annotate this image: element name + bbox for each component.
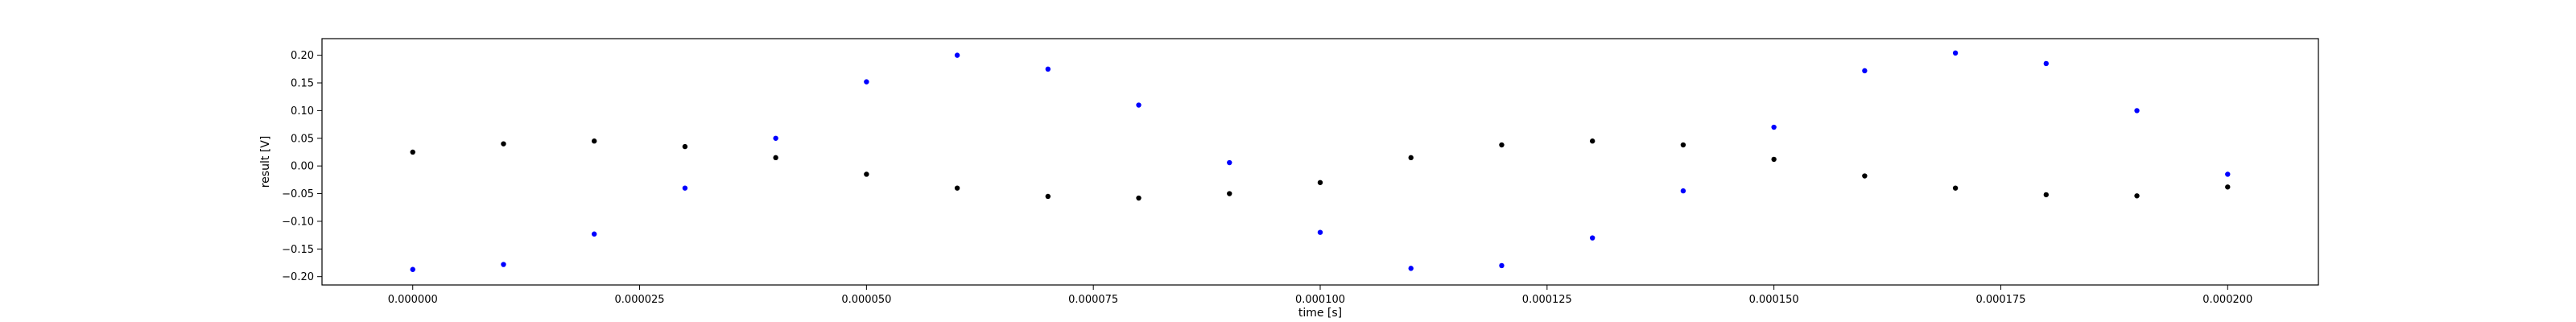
series-layer (410, 50, 2231, 272)
data-point (1045, 66, 1051, 72)
y-tick-label: −0.10 (282, 216, 314, 228)
data-point (2134, 193, 2140, 199)
y-tick-label: −0.20 (282, 271, 314, 283)
series-2 (410, 138, 2231, 201)
y-tick-label: −0.15 (282, 244, 314, 256)
data-point (954, 185, 960, 191)
data-point (410, 266, 415, 272)
data-point (591, 138, 597, 144)
data-point (2134, 108, 2140, 114)
data-point (1952, 50, 1959, 56)
x-tick-label: 0.000150 (1749, 294, 1799, 306)
data-point (1227, 159, 1232, 166)
data-point (2043, 192, 2050, 198)
y-tick-label: 0.15 (291, 78, 314, 90)
data-point (1862, 173, 1868, 179)
data-point (1862, 68, 1868, 74)
data-point (864, 171, 869, 177)
x-tick-label: 0.000175 (1975, 294, 2025, 306)
data-point (864, 79, 869, 85)
y-axis: −0.20 −0.15 −0.10 −0.05 0.00 0.05 0.10 0.15 0.20 (282, 50, 322, 283)
data-point (1771, 156, 1777, 163)
x-tick-label: 0.000050 (841, 294, 891, 306)
data-point (1499, 262, 1505, 269)
data-point (1227, 191, 1232, 196)
data-point (1499, 142, 1505, 148)
y-tick-label: 0.00 (291, 161, 314, 173)
y-tick-label: −0.05 (282, 188, 314, 200)
data-point (2225, 171, 2231, 177)
data-point (1589, 235, 1596, 241)
y-axis-label: result [V] (259, 136, 272, 188)
x-axis: 0.000000 0.000025 0.000050 0.000075 0.000100… (388, 285, 2252, 306)
data-point (1136, 102, 1141, 108)
data-point (682, 185, 688, 191)
data-point (954, 52, 960, 58)
data-point (773, 155, 778, 161)
data-point (591, 231, 597, 237)
data-point (1317, 229, 1323, 235)
data-point (1680, 142, 1686, 148)
data-point (1136, 195, 1141, 201)
data-point (410, 149, 415, 155)
data-point (1771, 124, 1777, 130)
data-point (1045, 193, 1051, 200)
data-point (2043, 60, 2050, 67)
data-point (1317, 180, 1323, 185)
y-tick-label: 0.10 (291, 105, 314, 118)
x-tick-label: 0.000025 (615, 294, 665, 306)
y-tick-label: 0.05 (291, 133, 314, 145)
data-point (1408, 266, 1414, 271)
y-tick-label: 0.20 (291, 50, 314, 62)
data-point (1408, 155, 1414, 161)
x-tick-label: 0.000200 (2202, 294, 2252, 306)
x-tick-label: 0.000075 (1068, 294, 1118, 306)
plot-area (321, 38, 2319, 286)
x-tick-label: 0.000000 (388, 294, 438, 306)
x-tick-label: 0.000100 (1295, 294, 1345, 306)
data-point (1589, 138, 1596, 144)
x-axis-label: time [s] (1298, 307, 1342, 320)
data-point (1680, 188, 1686, 194)
data-point (1952, 185, 1959, 191)
data-point (501, 141, 506, 147)
series-1 (410, 50, 2231, 272)
data-point (682, 143, 688, 150)
data-point (501, 262, 506, 267)
data-point (773, 135, 778, 141)
x-tick-label: 0.000125 (1522, 294, 1572, 306)
data-point (2225, 184, 2231, 190)
